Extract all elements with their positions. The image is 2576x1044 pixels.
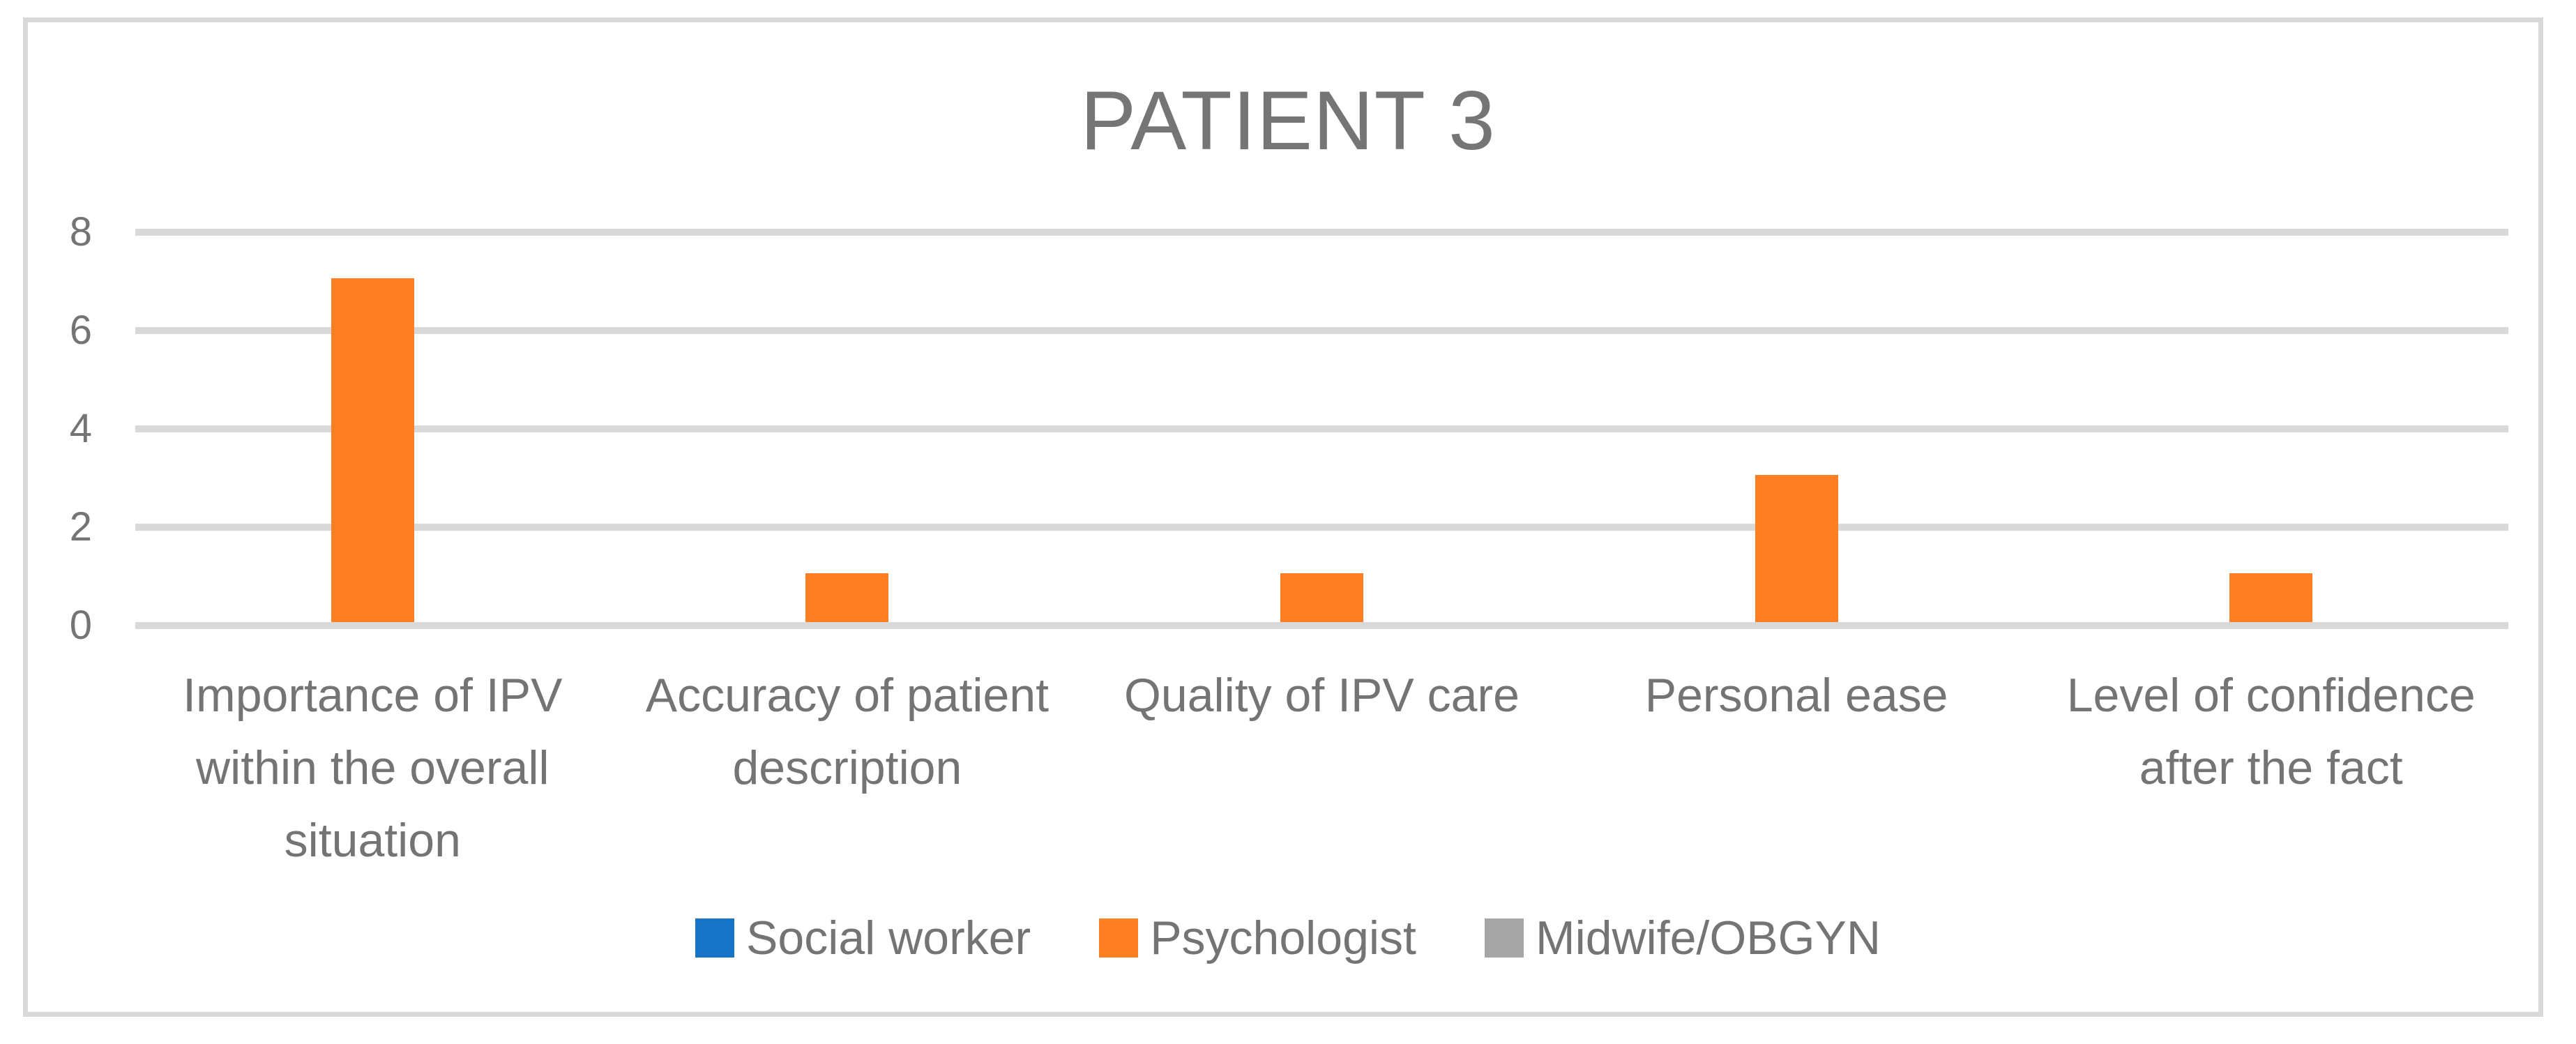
y-axis-tick-label: 8 bbox=[69, 209, 92, 255]
gridline-y-0 bbox=[135, 622, 2508, 629]
x-axis-category-label: Personal ease bbox=[1644, 669, 1948, 722]
x-axis-category-label: Accuracy of patient description bbox=[645, 669, 1050, 794]
gridline-y-2 bbox=[135, 524, 2508, 531]
bar-psychologist-2 bbox=[805, 573, 889, 622]
legend-item-psychologist: Psychologist bbox=[1099, 911, 1416, 965]
bar-psychologist-4 bbox=[1755, 474, 1838, 622]
y-axis-tick-label: 2 bbox=[69, 504, 92, 550]
legend-label: Psychologist bbox=[1150, 911, 1416, 964]
bar-psychologist-5 bbox=[2229, 573, 2313, 622]
y-axis-tick-label: 0 bbox=[69, 603, 92, 648]
chart-border bbox=[23, 17, 2543, 1017]
x-axis-category-label: Importance of IPV within the overall sit… bbox=[183, 669, 563, 867]
gridline-y-6 bbox=[135, 327, 2508, 334]
legend-label: Social worker bbox=[746, 911, 1031, 964]
chart-title: PATIENT 3 bbox=[1080, 74, 1496, 167]
legend-swatch-icon bbox=[1484, 918, 1524, 958]
legend: Social worker Psychologist Midwife/OBGYN bbox=[0, 903, 2576, 973]
x-axis-category-label: Level of confidence after the fact bbox=[2066, 669, 2476, 794]
bar-psychologist-1 bbox=[331, 278, 414, 622]
gridline-y-4 bbox=[135, 425, 2508, 432]
y-axis-tick-label: 4 bbox=[69, 406, 92, 451]
legend-item-midwife-obgyn: Midwife/OBGYN bbox=[1484, 911, 1881, 965]
legend-swatch-icon bbox=[1099, 918, 1139, 958]
y-axis-tick-label: 6 bbox=[69, 308, 92, 353]
legend-label: Midwife/OBGYN bbox=[1535, 911, 1881, 964]
gridline-y-8 bbox=[135, 229, 2508, 236]
x-axis-category-label: Quality of IPV care bbox=[1124, 669, 1520, 722]
legend-item-social-worker: Social worker bbox=[695, 911, 1031, 965]
bar-psychologist-3 bbox=[1280, 573, 1363, 622]
legend-swatch-icon bbox=[695, 918, 735, 958]
